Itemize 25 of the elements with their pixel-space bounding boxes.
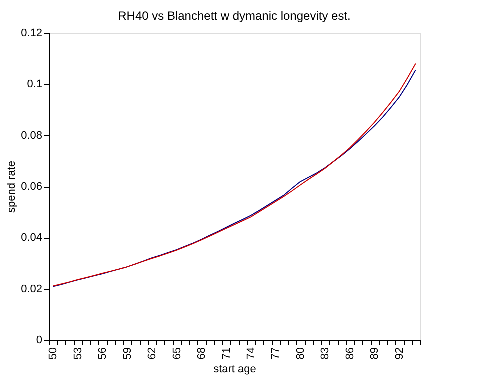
x-tick-label: 68 [196,348,208,360]
x-tick-label: 86 [344,348,356,360]
x-tick-label: 59 [122,348,134,360]
chart-title: RH40 vs Blanchett w dymanic longevity est. [118,9,351,23]
y-tick-label: 0.02 [21,283,42,296]
x-tick-label: 89 [369,348,382,360]
y-tick-label: 0.08 [21,130,42,142]
y-tick-label: 0.12 [21,28,42,40]
x-tick-label: 74 [245,348,258,360]
x-axis-title: start age [214,364,256,376]
y-tick-label: 0.06 [21,181,42,193]
x-tick-label: 53 [72,348,84,360]
y-tick-label: 0.04 [21,232,42,244]
y-axis-title: spend rate [6,161,18,213]
x-tick-label: 92 [394,348,406,360]
x-tick-label: 65 [171,348,184,360]
x-tick-label: 50 [48,348,60,360]
x-tick-label: 80 [294,348,307,360]
x-tick-label: 62 [146,348,159,360]
x-tick-label: 71 [220,348,233,360]
x-tick-label: 83 [320,348,332,360]
x-tick-label: 56 [97,348,110,360]
x-tick-label: 77 [270,348,282,360]
y-tick-label: 0 [36,334,42,346]
y-tick-label: 0.1 [27,78,42,91]
